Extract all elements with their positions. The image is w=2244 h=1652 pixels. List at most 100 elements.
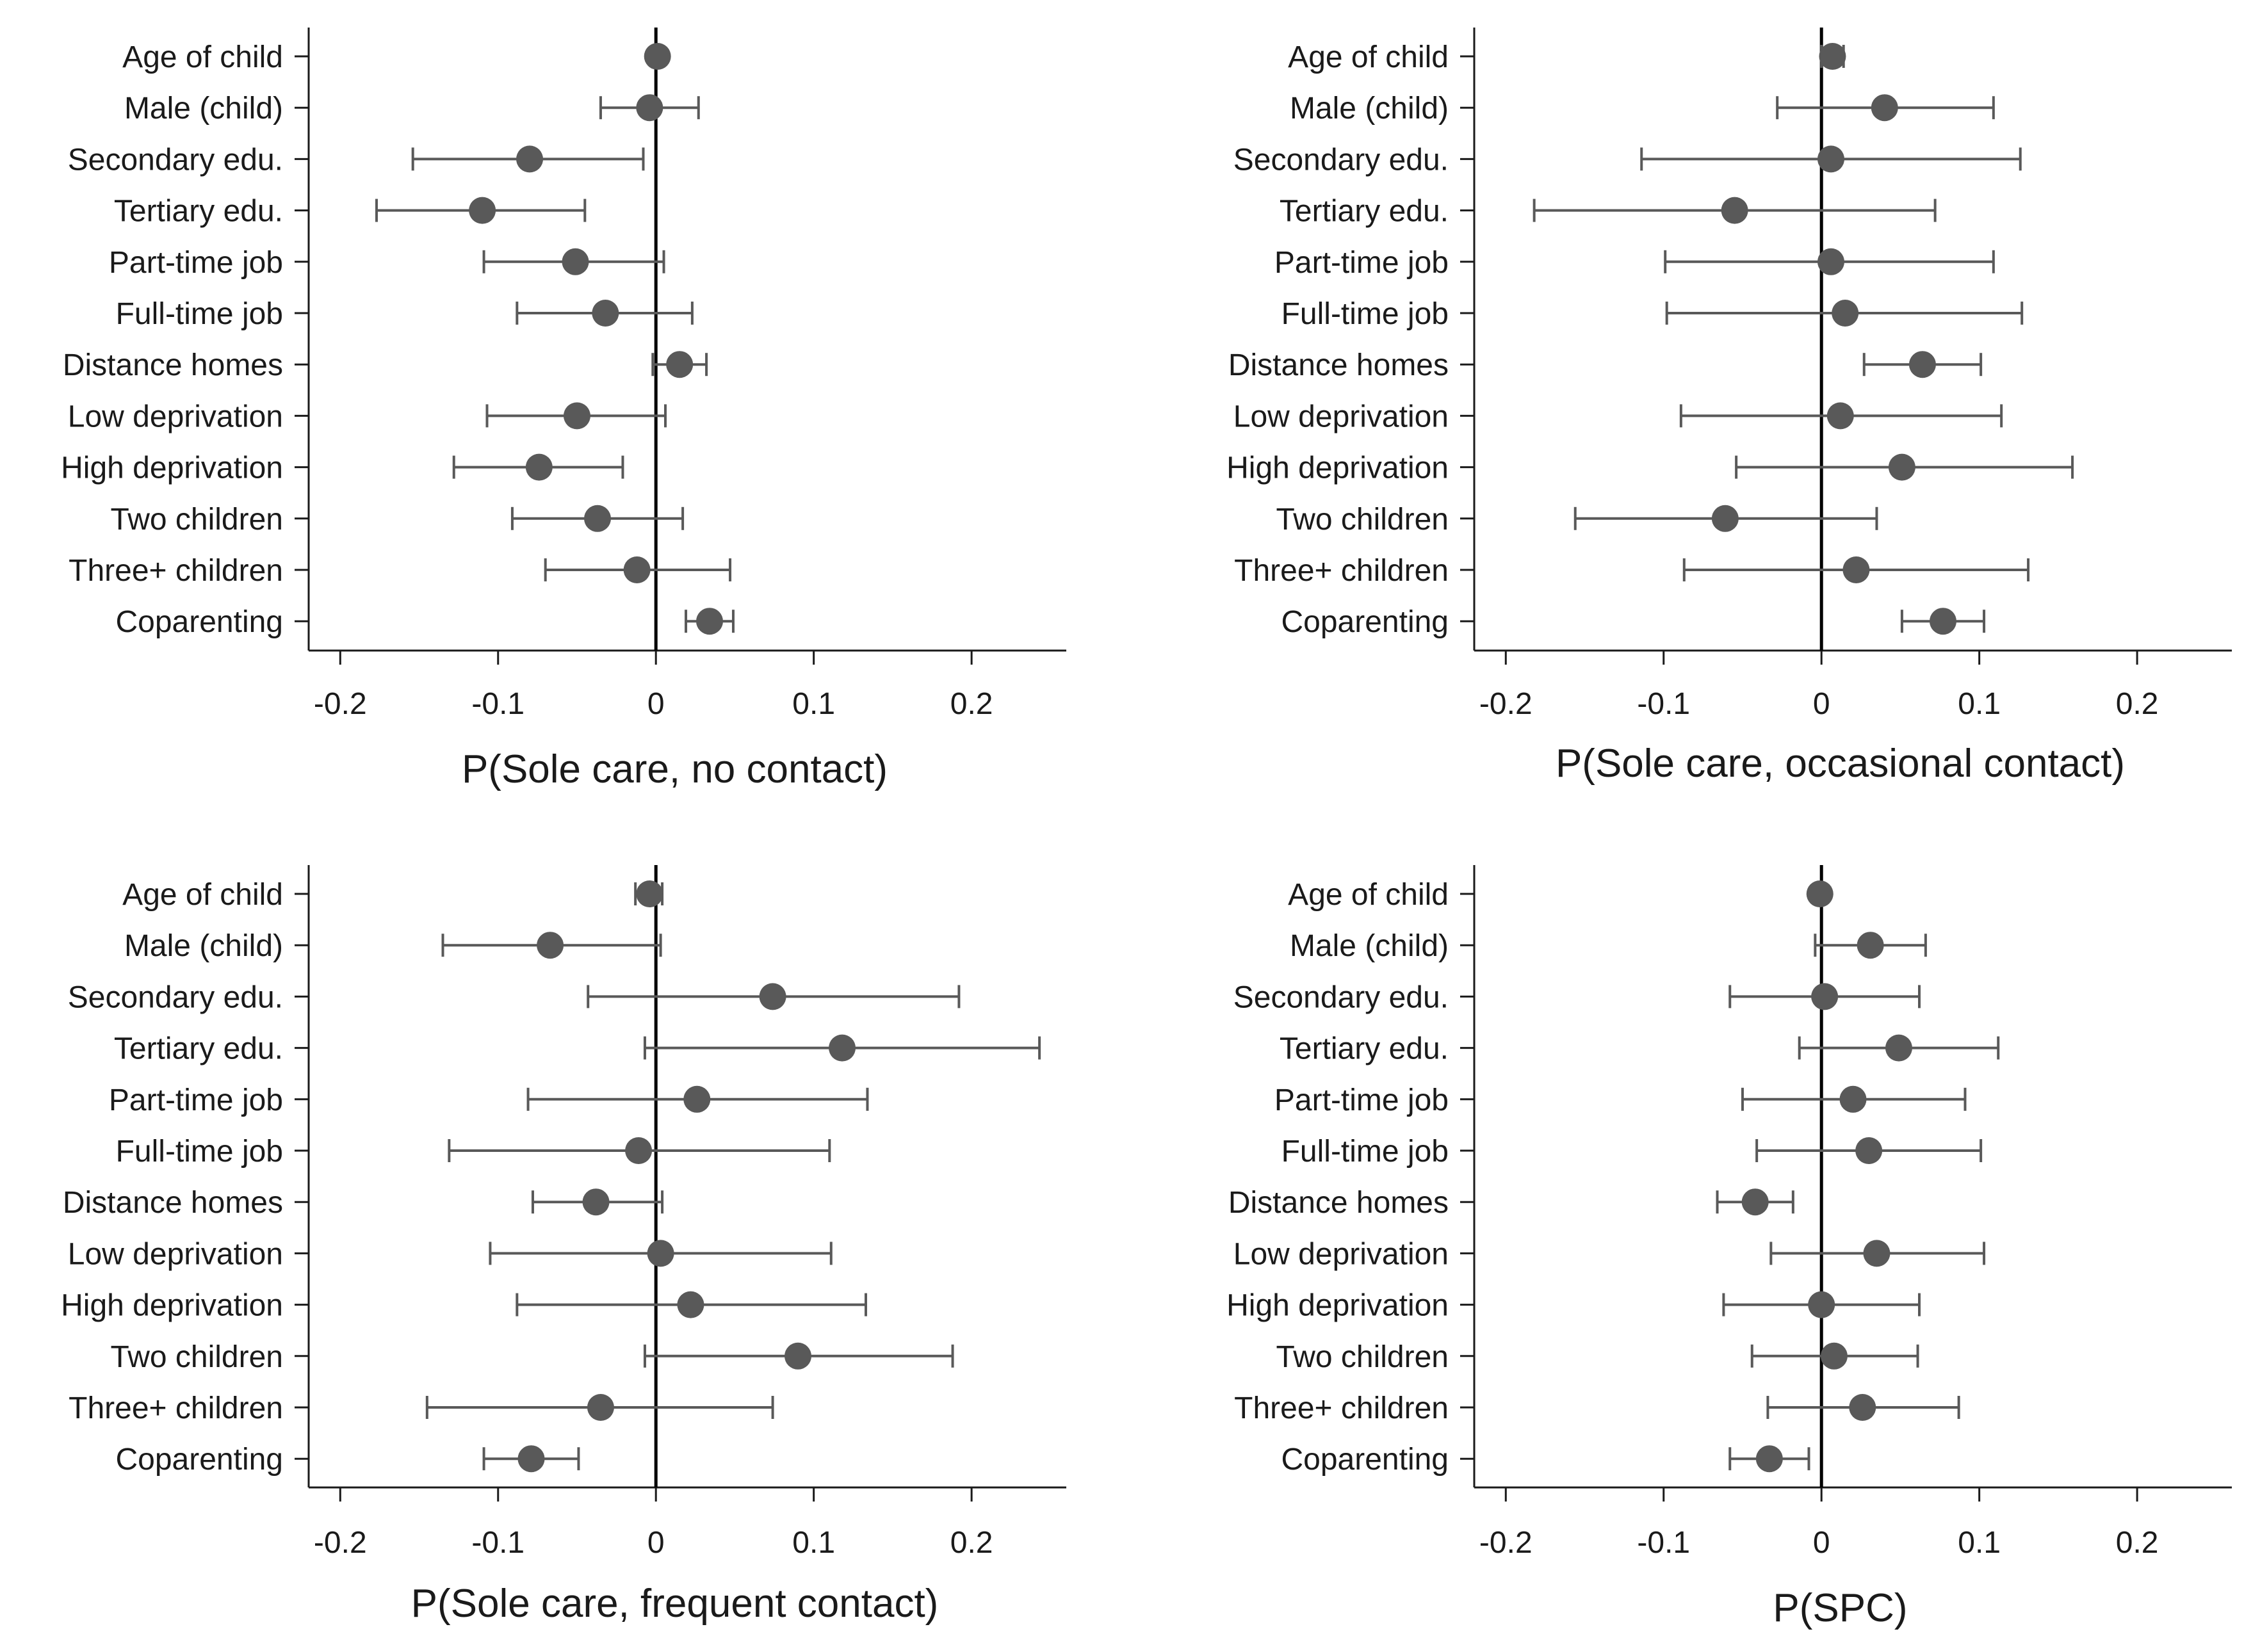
category-label: Male (child) xyxy=(124,92,283,126)
estimate-point xyxy=(1826,402,1854,430)
category-label: Male (child) xyxy=(1290,92,1449,126)
x-tick-label: 0.1 xyxy=(792,1526,835,1560)
category-label: Three+ children xyxy=(1234,554,1449,588)
estimate-point xyxy=(562,248,589,275)
estimate-point xyxy=(517,1445,545,1473)
category-label: Part-time job xyxy=(1274,1083,1449,1117)
estimate-point xyxy=(1929,608,1956,635)
estimate-point xyxy=(683,1085,711,1113)
category-label: Distance homes xyxy=(1228,1186,1449,1220)
category-label: Age of child xyxy=(1288,40,1449,74)
category-label: Tertiary edu. xyxy=(114,1032,283,1066)
estimate-point xyxy=(1839,1085,1867,1113)
category-label: Age of child xyxy=(122,40,283,74)
estimate-point xyxy=(1885,1034,1912,1062)
category-label: Low deprivation xyxy=(68,1237,283,1271)
category-label: Coparenting xyxy=(1281,1443,1449,1477)
estimate-point xyxy=(516,145,544,173)
category-label: Coparenting xyxy=(115,605,283,639)
estimate-point xyxy=(1832,300,1859,327)
x-axis-title: P(Sole care, occasional contact) xyxy=(1556,741,2125,786)
category-label: Distance homes xyxy=(63,1186,283,1220)
estimate-point xyxy=(1888,453,1915,481)
estimate-point xyxy=(625,1137,653,1164)
x-tick-label: 0.2 xyxy=(950,687,993,721)
x-tick-label: -0.2 xyxy=(314,1526,367,1560)
category-label: Two children xyxy=(1276,503,1449,537)
estimate-point xyxy=(644,43,671,70)
x-tick-label: 0 xyxy=(647,1526,665,1560)
estimate-point xyxy=(759,983,786,1010)
estimate-point xyxy=(582,1188,610,1216)
estimate-point xyxy=(1842,556,1870,583)
estimate-point xyxy=(1849,1394,1876,1421)
x-tick-label: -0.2 xyxy=(1479,1526,1533,1560)
estimate-point xyxy=(1755,1445,1783,1473)
x-tick-label: 0.1 xyxy=(792,687,835,721)
x-tick-label: 0 xyxy=(1813,687,1830,721)
category-label: Male (child) xyxy=(1290,929,1449,963)
estimate-point xyxy=(1811,983,1839,1010)
estimate-point xyxy=(636,94,663,122)
category-label: Full-time job xyxy=(116,297,283,331)
category-label: Distance homes xyxy=(63,348,283,382)
estimate-point xyxy=(592,300,619,327)
chart-panel-1: -0.2 -0.1 0 0.1 0.2 Age of child Male (child) S… xyxy=(61,28,1066,791)
category-label: Part-time job xyxy=(1274,246,1449,280)
category-label: Low deprivation xyxy=(1233,1237,1449,1271)
estimate-point xyxy=(829,1034,856,1062)
category-label: High deprivation xyxy=(1226,1289,1449,1323)
estimate-point xyxy=(785,1342,812,1370)
category-label: Two children xyxy=(111,1340,283,1374)
estimate-point xyxy=(666,351,694,378)
x-tick-label: 0.2 xyxy=(2116,1526,2159,1560)
estimate-point xyxy=(1741,1188,1769,1216)
estimate-point xyxy=(647,1240,674,1267)
estimate-point xyxy=(1863,1240,1890,1267)
category-label: Coparenting xyxy=(115,1443,283,1477)
estimate-point xyxy=(469,197,496,224)
estimate-point xyxy=(1711,505,1739,532)
category-label: Tertiary edu. xyxy=(114,195,283,229)
x-tick-label: 0.1 xyxy=(1958,687,2001,721)
x-tick-label: -0.2 xyxy=(314,687,367,721)
category-label: Three+ children xyxy=(69,1391,283,1425)
estimate-point xyxy=(696,608,724,635)
estimate-point xyxy=(1820,1342,1848,1370)
estimate-point xyxy=(1819,43,1846,70)
estimate-point xyxy=(677,1291,704,1318)
estimate-point xyxy=(525,453,553,481)
category-label: Full-time job xyxy=(1281,1135,1449,1169)
category-label: High deprivation xyxy=(1226,451,1449,485)
x-axis-title: P(Sole care, no contact) xyxy=(462,747,888,791)
estimate-point xyxy=(1855,1137,1883,1164)
category-label: Three+ children xyxy=(1234,1391,1449,1425)
x-tick-label: -0.1 xyxy=(471,1526,524,1560)
x-tick-label: 0.1 xyxy=(1958,1526,2001,1560)
category-label: Full-time job xyxy=(1281,297,1449,331)
category-label: Secondary edu. xyxy=(1233,143,1449,177)
chart-panel-3: -0.2 -0.1 0 0.1 0.2 Age of child Male (child) S… xyxy=(61,865,1066,1626)
estimate-point xyxy=(1817,145,1844,173)
category-label: Coparenting xyxy=(1281,605,1449,639)
category-label: Low deprivation xyxy=(68,400,283,433)
category-label: Distance homes xyxy=(1228,348,1449,382)
category-label: Secondary edu. xyxy=(68,143,283,177)
estimate-point xyxy=(623,556,651,583)
x-tick-label: 0 xyxy=(1813,1526,1830,1560)
estimate-point xyxy=(1721,197,1748,224)
estimate-point xyxy=(587,1394,614,1421)
x-axis-title: P(Sole care, frequent contact) xyxy=(411,1582,939,1626)
category-label: Male (child) xyxy=(124,929,283,963)
chart-panel-2: -0.2 -0.1 0 0.1 0.2 Age of child Male (child) S… xyxy=(1226,28,2232,786)
estimate-point xyxy=(1871,94,1898,122)
x-tick-label: 0.2 xyxy=(950,1526,993,1560)
x-tick-label: -0.1 xyxy=(1637,687,1690,721)
estimate-point xyxy=(563,402,590,430)
estimate-point xyxy=(636,880,663,907)
estimate-point xyxy=(1908,351,1936,378)
category-label: Part-time job xyxy=(109,246,283,280)
category-label: Two children xyxy=(1276,1340,1449,1374)
